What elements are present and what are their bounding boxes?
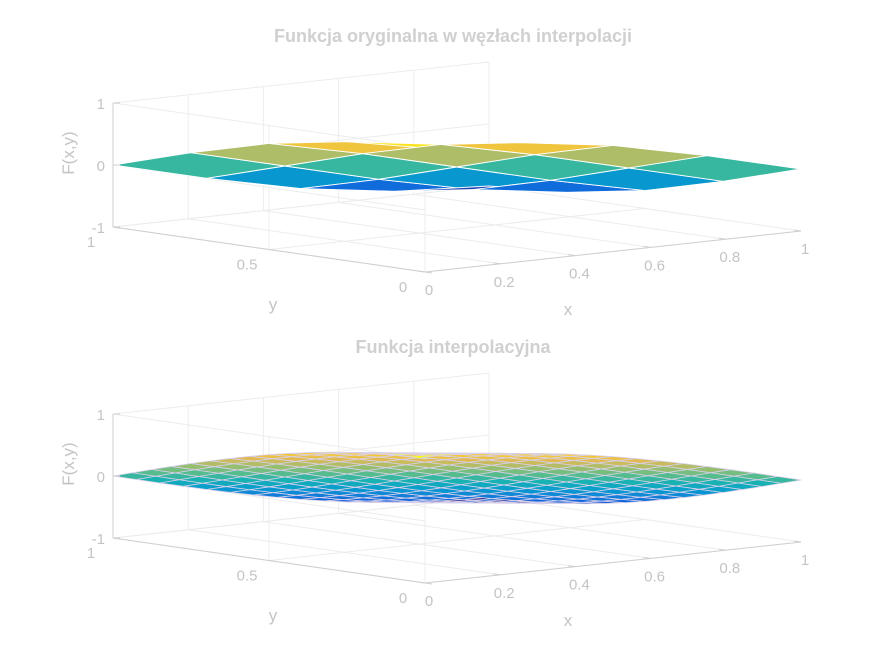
y-axis-label: y [269,295,278,314]
y-tick-mark [268,560,277,562]
grid-line [112,372,490,415]
chart-title: Funkcja oryginalna w węzłach interpolacj… [274,26,632,46]
x-tick-label: 0.6 [644,257,665,274]
x-tick-label: 0 [425,282,433,299]
x-tick-mark [417,270,426,273]
y-tick-label: 0.5 [237,568,258,585]
z-tick-label: -1 [92,531,105,548]
y-tick-label: 0.5 [237,257,258,274]
subplot-interpolated: 0 0.2 0.4 0.6 0.8 100.51-101 Funkcja interpol… [59,337,809,630]
x-tick-label: 1 [801,241,809,258]
x-axis-label: x [564,611,573,630]
x-tick-label: 0 [425,593,433,610]
y-tick-mark [424,271,433,274]
x-tick-label: 1 [801,552,809,569]
y-tick-mark [424,582,433,585]
y-tick-label: 1 [87,234,95,251]
x-tick-mark [793,229,802,232]
x-tick-label: 0.4 [569,266,590,283]
x-tick-label: 0.2 [494,274,515,291]
y-tick-label: 0 [399,590,407,607]
grid-line [112,185,490,228]
x-tick-label: 0.8 [719,249,740,266]
z-tick-label: 1 [97,96,105,113]
y-tick-label: 0 [399,279,407,296]
grid-line [112,61,490,104]
x-tick-label: 0.8 [719,560,740,577]
mesh-cell [757,476,802,484]
z-tick-label: -1 [92,220,105,237]
grid-line [112,102,426,149]
x-tick-mark [793,540,802,543]
z-axis-label: F(x,y) [59,131,78,174]
z-tick-label: 0 [97,158,105,175]
subplot-original: 0 0.2 0.4 0.6 0.8 100.51-101 Funkcja oryginal… [59,26,809,319]
x-tick-mark [643,556,651,559]
x-tick-mark [568,565,576,568]
z-tick-label: 1 [97,407,105,424]
axis-layer: 0 0.2 0.4 0.6 0.8 100.51-101 [87,96,809,299]
x-axis-label: x [564,300,573,319]
x-tick-mark [417,581,426,584]
x-axis-line [424,230,802,273]
y-tick-label: 1 [87,545,95,562]
x-tick-label: 0.4 [569,577,590,594]
grid-line [112,413,426,460]
x-tick-label: 0.6 [644,568,665,585]
chart-title: Funkcja interpolacyjna [355,337,551,357]
z-axis-label: F(x,y) [59,442,78,485]
z-tick-label: 0 [97,469,105,486]
x-tick-mark [718,548,726,551]
grid-line [112,496,490,539]
surface-layer [112,141,802,193]
mesh-layer [112,451,802,505]
x-axis-line [424,541,802,584]
x-tick-label: 0.2 [494,585,515,602]
x-tick-mark [493,262,501,265]
axis-layer: 0 0.2 0.4 0.6 0.8 100.51-101 [87,407,809,610]
y-tick-mark [268,249,277,251]
x-tick-mark [643,245,651,248]
grid-line [268,519,646,561]
grid-line [268,208,646,250]
x-tick-mark [568,254,576,257]
surface-patch [628,155,802,182]
x-tick-mark [493,573,501,576]
x-tick-mark [718,237,726,240]
y-axis-label: y [269,606,278,625]
